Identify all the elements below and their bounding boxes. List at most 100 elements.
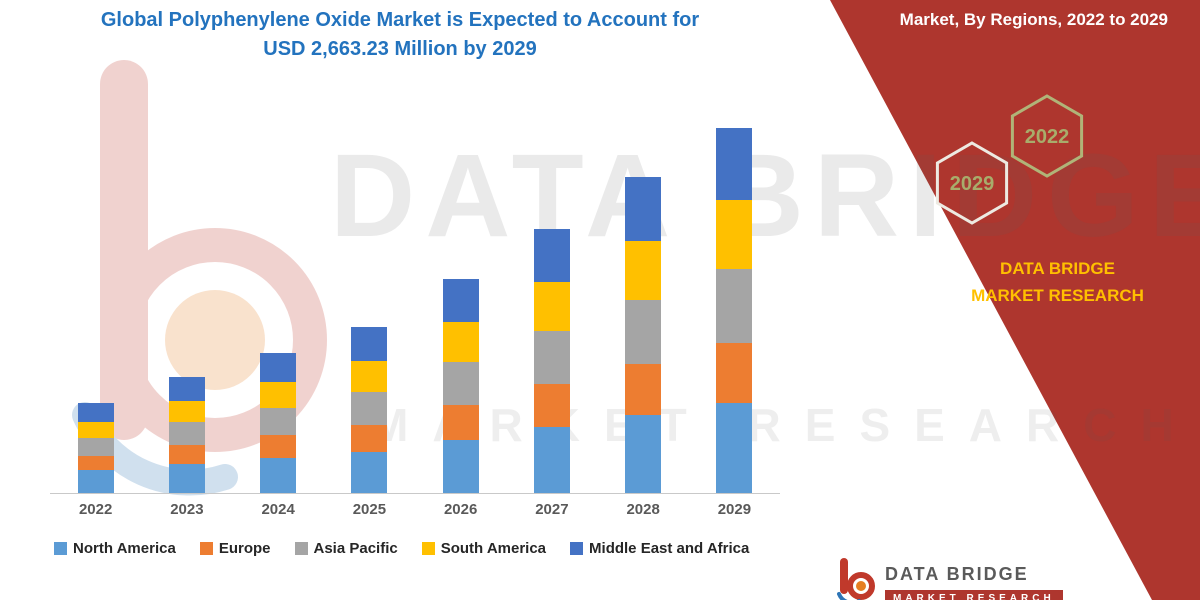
legend-item-middle-east-and-africa: Middle East and Africa xyxy=(570,540,749,557)
logo-bowl-shape xyxy=(103,228,327,452)
bar-column-2028 xyxy=(598,122,689,493)
x-axis-labels: 2022 2023 2024 2025 2026 2027 2028 2029 xyxy=(50,501,780,518)
bar-segment-north-america xyxy=(351,452,388,493)
legend-label: North America xyxy=(73,540,176,557)
legend-item-north-america: North America xyxy=(54,540,176,557)
bar-segment-north-america xyxy=(442,440,479,493)
bar-segment-north-america xyxy=(625,415,662,493)
bar-segment-north-america xyxy=(168,464,205,493)
legend-item-asia-pacific: Asia Pacific xyxy=(294,540,398,557)
logo-stem-shape xyxy=(100,60,148,440)
x-axis-label-2029: 2029 xyxy=(717,501,752,518)
brand-text: DATA BRIDGE MARKET RESEARCH xyxy=(971,259,1144,306)
bar-segment-middle-east-and-africa xyxy=(77,403,114,422)
bar-segment-south-america xyxy=(77,422,114,438)
bar-column-2024 xyxy=(233,122,324,493)
bar-segment-middle-east-and-africa xyxy=(716,128,753,200)
footer-brand: DATA BRIDGE xyxy=(885,564,1029,584)
stacked-bar-2027 xyxy=(533,229,570,493)
bar-column-2023 xyxy=(141,122,232,493)
legend-label: Middle East and Africa xyxy=(589,540,750,557)
bar-segment-south-america xyxy=(533,282,570,331)
bar-segment-asia-pacific xyxy=(77,438,114,456)
logo-center-shape xyxy=(165,290,265,390)
stacked-bar-2029 xyxy=(716,128,753,493)
bar-segment-europe xyxy=(168,445,205,464)
bar-segment-middle-east-and-africa xyxy=(260,353,297,382)
bar-column-2029 xyxy=(689,122,780,493)
legend: North America Europe Asia Pacific South Ame… xyxy=(50,540,780,557)
legend-item-europe: Europe xyxy=(199,540,271,557)
bar-segment-north-america xyxy=(716,403,753,493)
bar-column-2022 xyxy=(50,122,141,493)
legend-label: Asia Pacific xyxy=(313,540,398,557)
bar-segment-middle-east-and-africa xyxy=(351,327,388,361)
x-axis-label-2026: 2026 xyxy=(443,501,478,518)
stacked-bar-2022 xyxy=(77,403,114,493)
legend-swatch xyxy=(421,542,435,555)
bar-segment-north-america xyxy=(260,458,297,493)
legend-label: Europe xyxy=(218,540,271,557)
bar-segment-europe xyxy=(533,384,570,427)
bar-segment-asia-pacific xyxy=(168,422,205,445)
stacked-bar-2026 xyxy=(442,279,479,493)
bar-segment-south-america xyxy=(260,382,297,408)
legend-item-south-america: South America xyxy=(421,540,547,557)
footer-logo-icon xyxy=(837,558,875,600)
bar-segment-south-america xyxy=(351,361,388,392)
footer-logo: DATA BRIDGE MARKET RESEARCH xyxy=(835,556,1063,600)
x-axis-label-2024: 2024 xyxy=(261,501,295,518)
bar-column-2027 xyxy=(506,122,597,493)
bar-segment-middle-east-and-africa xyxy=(533,229,570,282)
footer-ribbon: MARKET RESEARCH xyxy=(885,590,1063,600)
legend-label: South America xyxy=(440,540,547,557)
panel-heading: Market, By Regions, 2022 to 2029 xyxy=(899,10,1168,29)
bar-segment-middle-east-and-africa xyxy=(442,279,479,322)
bar-segment-asia-pacific xyxy=(716,269,753,343)
bar-segment-asia-pacific xyxy=(625,300,662,364)
x-axis-label-2023: 2023 xyxy=(170,501,204,518)
bar-column-2026 xyxy=(415,122,506,493)
bar-segment-middle-east-and-africa xyxy=(168,377,205,401)
bar-segment-north-america xyxy=(77,470,114,493)
legend-swatch xyxy=(54,542,67,555)
bar-segment-europe xyxy=(625,364,662,415)
bar-segment-middle-east-and-africa xyxy=(625,177,662,241)
stacked-bar-2025 xyxy=(351,327,388,493)
bar-segment-south-america xyxy=(625,241,662,300)
bar-segment-south-america xyxy=(442,322,479,362)
chart-title-line1: Global Polyphenylene Oxide Market is Exp… xyxy=(100,9,700,31)
chart-title-line2: USD 2,663.23 Million by 2029 xyxy=(263,38,537,60)
bar-segment-asia-pacific xyxy=(442,362,479,405)
bar-segment-europe xyxy=(77,456,114,470)
plot-area xyxy=(50,122,780,494)
legend-swatch xyxy=(294,542,308,555)
bar-segment-south-america xyxy=(168,401,205,422)
x-axis-label-2028: 2028 xyxy=(626,501,660,518)
chart-title: Global Polyphenylene Oxide Market is Exp… xyxy=(60,6,740,64)
stacked-bar-2023 xyxy=(168,377,205,493)
bar-segment-asia-pacific xyxy=(351,392,388,425)
bar-segment-europe xyxy=(351,425,388,452)
bar-column-2025 xyxy=(324,122,415,493)
legend-swatch xyxy=(570,542,584,555)
chart-area: 2022 2023 2024 2025 2026 2027 2028 2029 North A… xyxy=(50,122,780,557)
x-axis-label-2027: 2027 xyxy=(535,501,569,518)
bar-segment-europe xyxy=(442,405,479,440)
x-axis-label-2022: 2022 xyxy=(78,501,113,518)
bar-segment-asia-pacific xyxy=(260,408,297,435)
bar-segment-north-america xyxy=(533,427,570,493)
bar-segment-europe xyxy=(260,435,297,458)
watermark-market-research: MARKET RESEARCH xyxy=(370,399,1198,451)
stacked-bar-2024 xyxy=(260,353,297,493)
red-side-panel xyxy=(830,0,1200,600)
bar-segment-asia-pacific xyxy=(533,331,570,384)
bar-segment-south-america xyxy=(716,200,753,269)
legend-swatch xyxy=(199,542,213,555)
stacked-bar-2028 xyxy=(625,177,662,493)
bar-segment-europe xyxy=(716,343,753,403)
footer-text-block: DATA BRIDGE MARKET RESEARCH xyxy=(885,556,1063,600)
x-axis-label-2025: 2025 xyxy=(352,501,387,518)
